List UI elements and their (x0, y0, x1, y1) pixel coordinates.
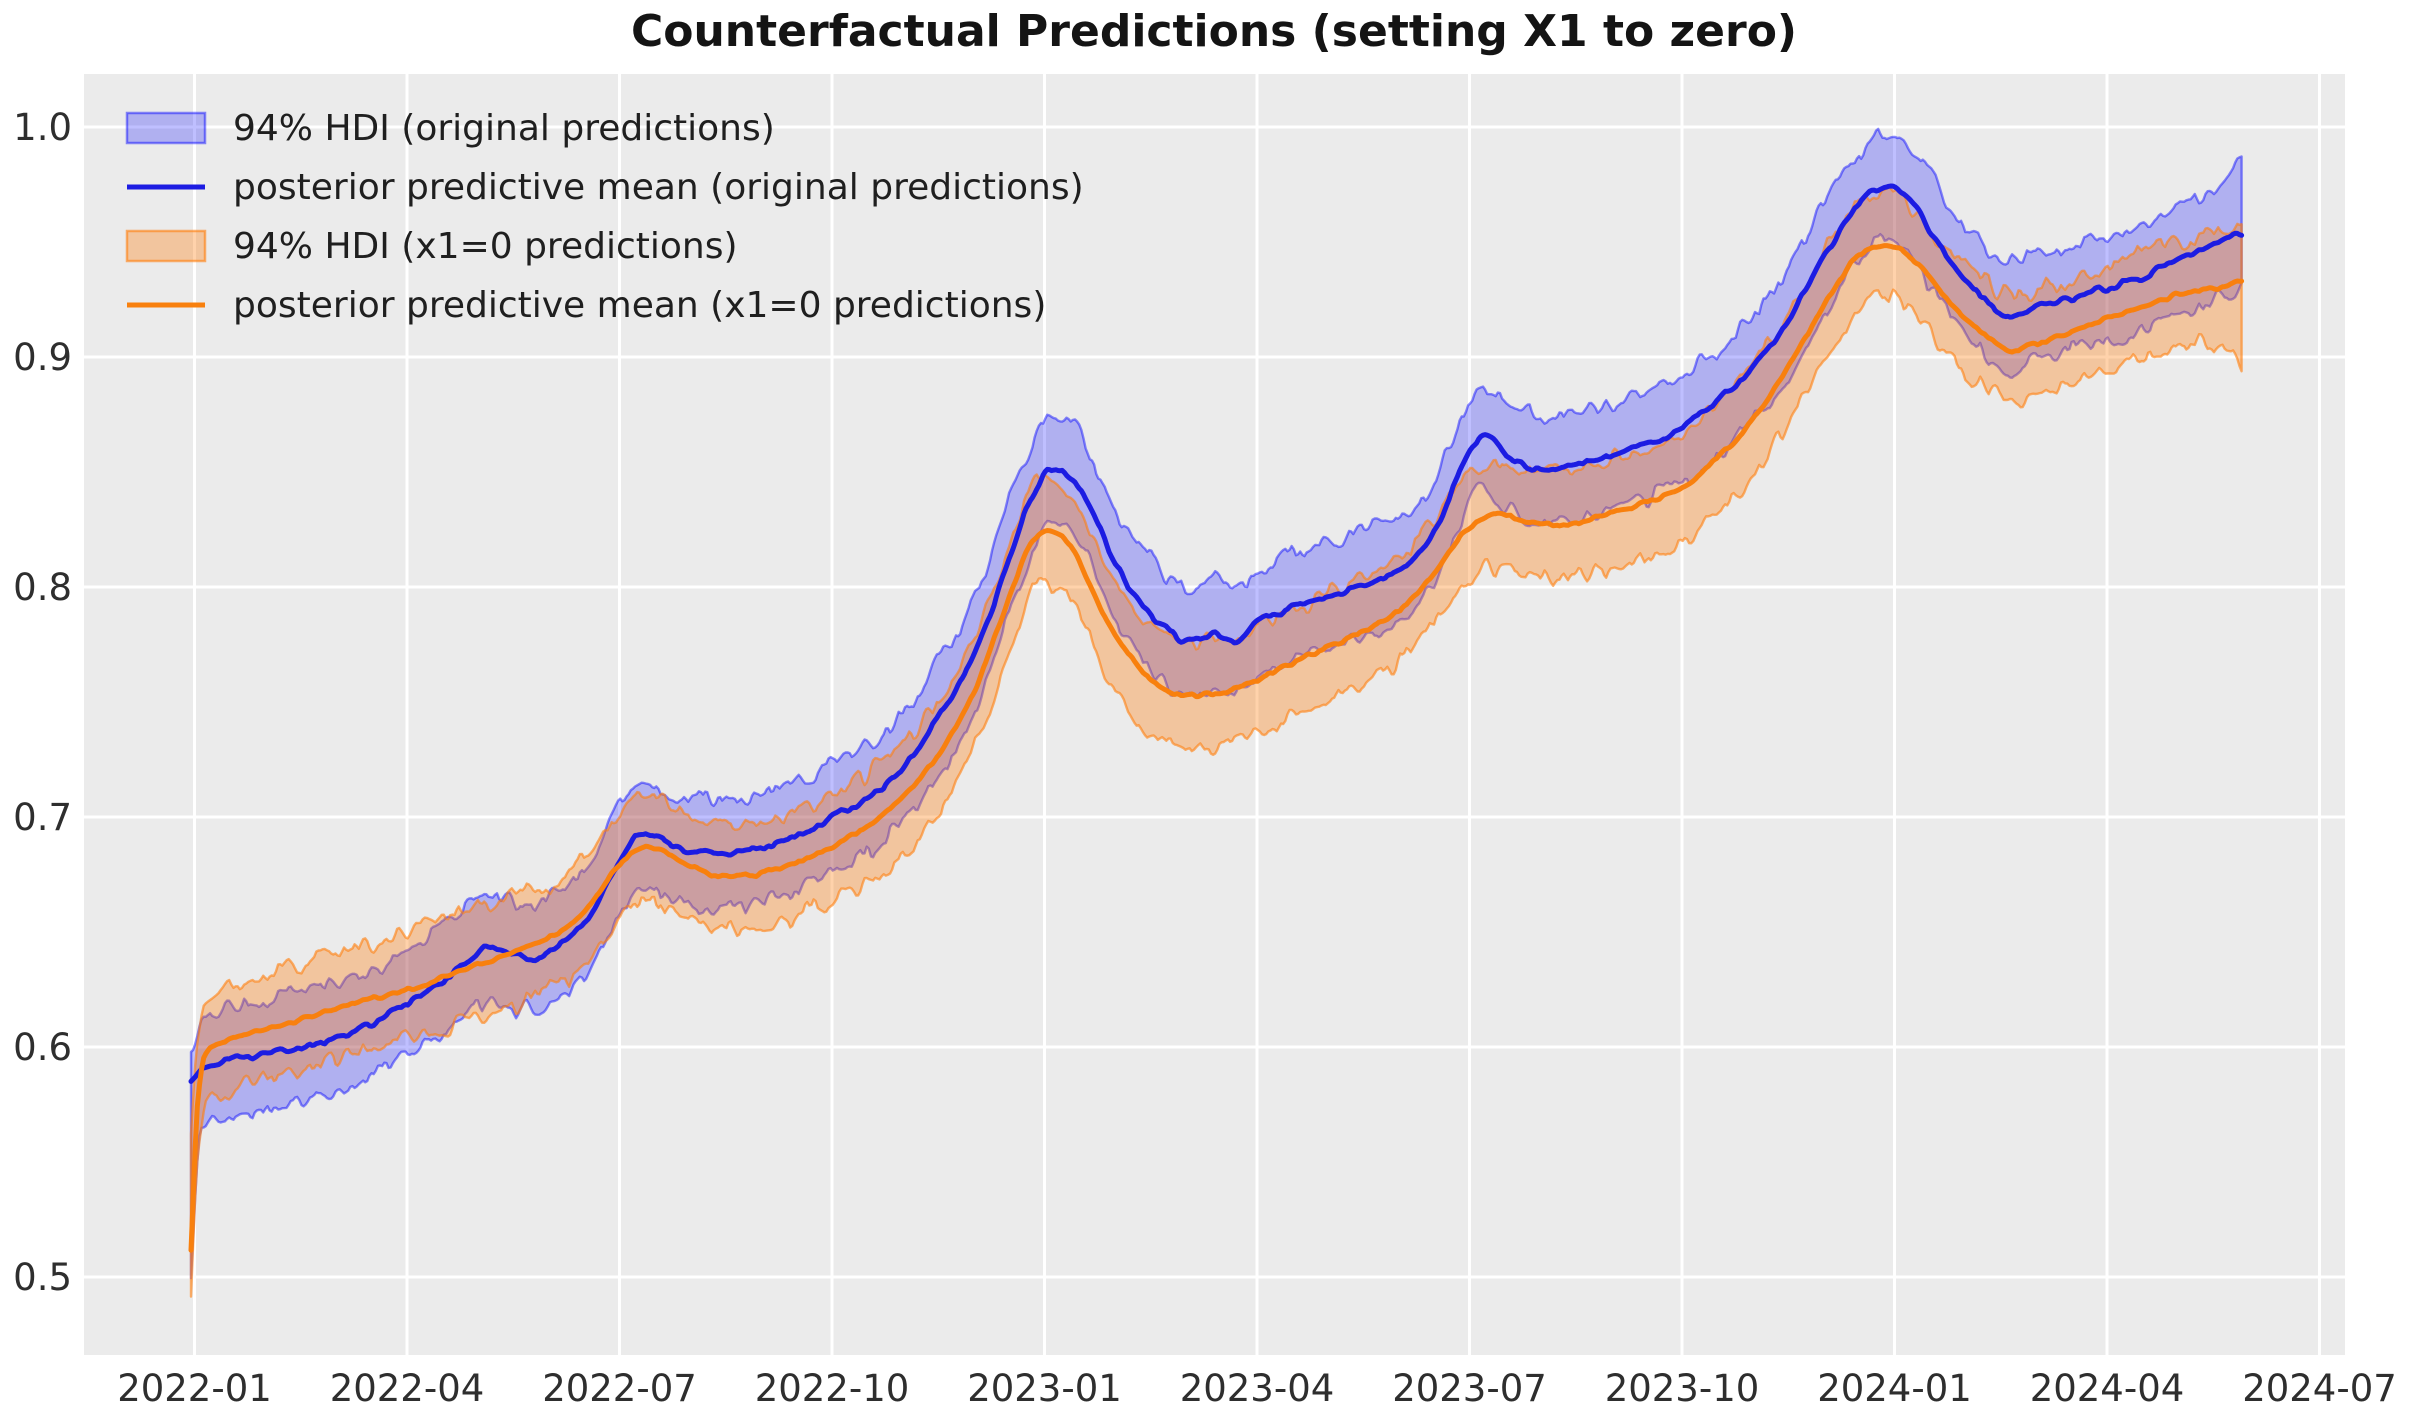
x-tick-label: 2023-07 (1392, 1367, 1547, 1410)
y-tick-label: 0.5 (13, 1256, 72, 1299)
legend-label-original-hdi: 94% HDI (original predictions) (233, 108, 775, 149)
hdi-band-swatch-x1zero (125, 229, 207, 263)
x-tick-label: 2024-04 (2030, 1367, 2185, 1410)
legend-entry-original-mean: posterior predictive mean (original pred… (127, 167, 1084, 208)
x-tick-label: 2022-01 (117, 1367, 272, 1410)
y-tick-label: 1.0 (13, 106, 72, 149)
y-axis-tick-labels: 0.5 0.6 0.7 0.8 0.9 1.0 (13, 106, 72, 1299)
x-tick-label: 2023-01 (967, 1367, 1122, 1410)
legend-label-x1zero-hdi: 94% HDI (x1=0 predictions) (233, 226, 738, 267)
y-tick-label: 0.7 (13, 796, 72, 839)
y-tick-label: 0.9 (13, 336, 72, 379)
x-tick-label: 2024-01 (1817, 1367, 1972, 1410)
chart-title: Counterfactual Predictions (setting X1 t… (631, 6, 1797, 57)
mean-line-x1zero (188, 243, 2245, 1253)
x-tick-label: 2022-04 (330, 1367, 485, 1410)
x-tick-label: 2022-10 (755, 1367, 910, 1410)
y-tick-label: 0.8 (13, 566, 72, 609)
x-tick-label: 2023-04 (1180, 1367, 1335, 1410)
x-tick-label: 2023-10 (1605, 1367, 1760, 1410)
plot-area (84, 74, 2345, 1355)
x-tick-label: 2024-07 (2242, 1367, 2397, 1410)
data-series (188, 127, 2245, 1298)
legend-label-x1zero-mean: posterior predictive mean (x1=0 predicti… (233, 285, 1046, 326)
legend-entry-x1zero-mean: posterior predictive mean (x1=0 predicti… (127, 285, 1046, 326)
y-tick-label: 0.6 (13, 1026, 72, 1069)
legend: 94% HDI (original predictions) posterior… (125, 108, 1084, 326)
legend-entry-original-hdi: 94% HDI (original predictions) (125, 108, 775, 149)
gridlines (84, 74, 2345, 1355)
hdi-band-x1zero (189, 185, 2243, 1298)
x-tick-label: 2022-07 (542, 1367, 697, 1410)
legend-entry-x1zero-hdi: 94% HDI (x1=0 predictions) (125, 226, 738, 267)
legend-label-original-mean: posterior predictive mean (original pred… (233, 167, 1084, 208)
hdi-band-swatch-original (125, 111, 207, 145)
mean-line-original (188, 183, 2245, 1084)
x-axis-tick-labels: 2022-01 2022-04 2022-07 2022-10 2023-01 2023-… (117, 1367, 2397, 1410)
